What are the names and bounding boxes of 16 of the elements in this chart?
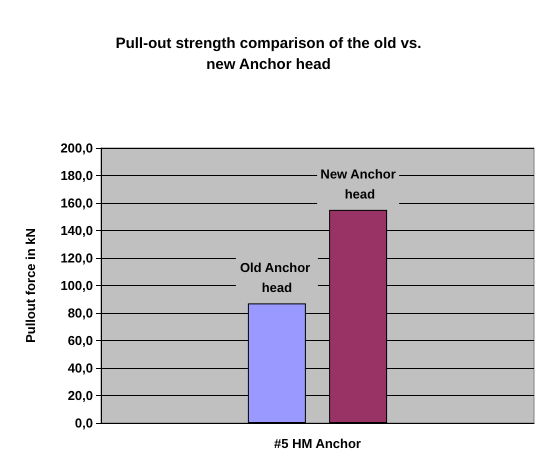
y-tick-label: 80,0	[68, 306, 93, 320]
y-tick-label: 40,0	[68, 360, 93, 376]
y-tick-label: 0,0	[74, 416, 93, 430]
x-tick-label: #5 HM Anchor	[274, 436, 361, 451]
chart-title: Pull-out strength comparison of the old vs. new Anchor head	[116, 35, 422, 73]
y-tick-label: 20,0	[68, 388, 93, 403]
series-label: New Anchor head	[320, 166, 396, 202]
y-tick-label: 180,0	[60, 168, 93, 183]
y-axis-title: Pullout force in kN	[23, 228, 38, 343]
y-tick-label: 120,0	[60, 250, 93, 266]
y-tick-label: 60,0	[68, 333, 93, 348]
y-tick-label: 100,0	[60, 278, 93, 293]
y-tick-label: 200,0	[60, 140, 93, 156]
y-tick-label: 140,0	[60, 223, 93, 238]
y-tick-label: 160,0	[60, 196, 93, 210]
series-label: Old Anchor head	[240, 260, 314, 295]
